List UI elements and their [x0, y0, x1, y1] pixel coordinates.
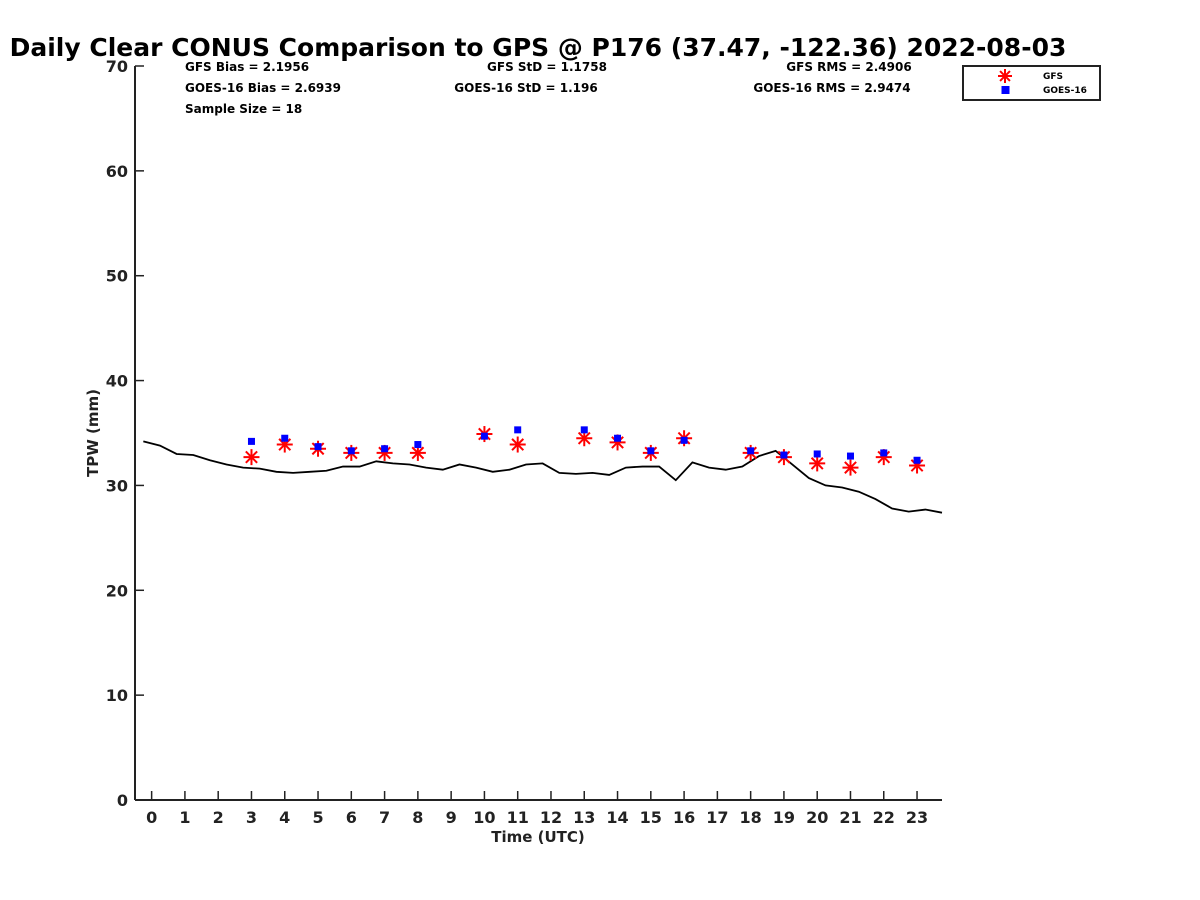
gfs-point: [409, 444, 426, 461]
x-tick-label: 3: [246, 808, 257, 827]
y-tick-label: 20: [106, 581, 128, 600]
gfs-point: [243, 449, 260, 466]
x-tick-label: 2: [213, 808, 224, 827]
x-tick-label: 15: [640, 808, 662, 827]
stat-label: GOES-16 StD = 1.196: [454, 81, 597, 95]
x-tick-label: 0: [146, 808, 157, 827]
goes16-point: [580, 426, 588, 434]
goes16-point: [813, 450, 821, 458]
x-tick-label: 21: [839, 808, 861, 827]
x-tick-label: 8: [412, 808, 423, 827]
goes16-point: [414, 441, 422, 449]
stat-label: GFS Bias = 2.1956: [185, 60, 309, 74]
x-tick-label: 12: [540, 808, 562, 827]
stat-label: GOES-16 RMS = 2.9474: [753, 81, 910, 95]
goes16-point: [281, 434, 289, 442]
y-axis-label: TPW (mm): [84, 389, 102, 477]
goes16-point: [880, 449, 888, 457]
goes16-point: [680, 436, 688, 444]
y-tick-label: 50: [106, 267, 128, 286]
x-tick-label: 16: [673, 808, 695, 827]
x-tick-label: 13: [573, 808, 595, 827]
y-tick-label: 40: [106, 372, 128, 391]
goes16-point: [913, 456, 921, 464]
x-axis-label: Time (UTC): [491, 828, 585, 846]
gps-series-line: [143, 440, 943, 514]
y-tick-label: 0: [117, 791, 128, 810]
goes16-point: [846, 452, 854, 460]
gfs-point: [576, 430, 593, 447]
goes16-point: [747, 447, 755, 455]
gfs-point: [809, 455, 826, 472]
chart-title: Daily Clear CONUS Comparison to GPS @ P1…: [10, 33, 1067, 62]
goes16-point: [381, 445, 389, 453]
x-tick-label: 7: [379, 808, 390, 827]
goes16-point: [347, 447, 355, 455]
goes16-point: [480, 432, 488, 440]
stat-label: GOES-16 Bias = 2.6939: [185, 81, 341, 95]
goes16-point: [614, 434, 622, 442]
stat-label: Sample Size = 18: [185, 102, 302, 116]
gfs-point: [509, 436, 526, 453]
x-tick-label: 4: [279, 808, 290, 827]
x-tick-label: 14: [606, 808, 628, 827]
x-tick-label: 23: [906, 808, 928, 827]
legend-box: [962, 65, 1101, 101]
x-tick-label: 5: [312, 808, 323, 827]
x-tick-label: 9: [446, 808, 457, 827]
x-tick-label: 22: [873, 808, 895, 827]
stat-label: GFS StD = 1.1758: [487, 60, 607, 74]
x-tick-label: 17: [706, 808, 728, 827]
gfs-point: [609, 434, 626, 451]
legend-label: GOES-16: [1043, 86, 1087, 96]
plot-area: [143, 426, 943, 514]
x-tick-label: 6: [346, 808, 357, 827]
y-tick-label: 10: [106, 686, 128, 705]
goes16-point: [780, 451, 788, 459]
stats-block: GFS Bias = 2.1956 GFS StD = 1.1758 GFS RMS…: [185, 60, 912, 116]
x-tick-label: 11: [507, 808, 529, 827]
y-tick-label: 60: [106, 162, 128, 181]
legend: GFS GOES-16: [962, 65, 1101, 101]
x-tick-label: 18: [740, 808, 762, 827]
stat-label: GFS RMS = 2.4906: [786, 60, 911, 74]
x-tick-label: 19: [773, 808, 795, 827]
legend-goes16-marker: [1001, 86, 1010, 94]
x-tick-label: 20: [806, 808, 828, 827]
x-tick-label: 1: [179, 808, 190, 827]
goes16-point: [514, 426, 522, 434]
goes16-point: [247, 437, 255, 445]
legend-gfs-marker: [998, 69, 1012, 83]
y-tick-label: 70: [106, 57, 128, 76]
y-tick-label: 30: [106, 476, 128, 495]
gfs-point: [842, 459, 859, 476]
goes16-point: [314, 443, 322, 451]
legend-label: GFS: [1043, 72, 1063, 82]
goes16-point: [647, 447, 655, 455]
x-tick-label: 10: [473, 808, 495, 827]
